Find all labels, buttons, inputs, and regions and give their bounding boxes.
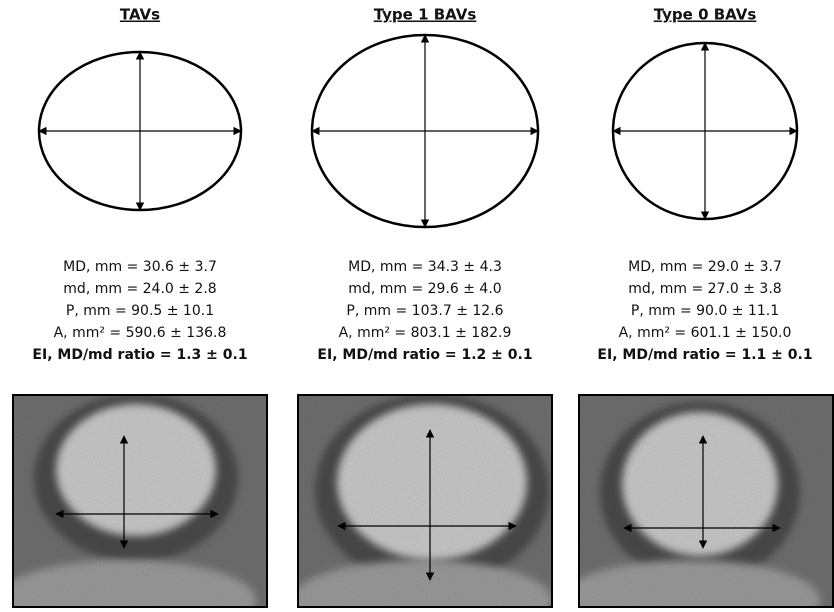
measurement: EI, MD/md ratio = 1.1 ± 0.1: [597, 347, 812, 363]
measurement: md, mm = 27.0 ± 3.8: [628, 281, 781, 297]
ct-content: [292, 394, 553, 608]
panel-title: Type 1 BAVs: [374, 6, 477, 24]
panel-title: Type 0 BAVs: [654, 6, 757, 24]
measurement: EI, MD/md ratio = 1.2 ± 0.1: [317, 347, 532, 363]
ct-image: [560, 394, 834, 608]
measurement: P, mm = 90.5 ± 10.1: [66, 303, 214, 319]
figure: TAVs MD, mm = 30.6 ± 3.7 md, mm = 24.0 ± 2…: [0, 0, 834, 608]
measurement: A, mm² = 803.1 ± 182.9: [339, 325, 512, 341]
measurement: MD, mm = 30.6 ± 3.7: [63, 259, 217, 275]
ct-root: [337, 404, 527, 560]
measurement: A, mm² = 601.1 ± 150.0: [619, 325, 792, 341]
measurement: P, mm = 90.0 ± 11.1: [631, 303, 779, 319]
ct-image: [292, 394, 553, 608]
measurement: MD, mm = 34.3 ± 4.3: [348, 259, 502, 275]
ct-content: [0, 394, 268, 608]
panels: TAVs MD, mm = 30.6 ± 3.7 md, mm = 24.0 ± 2…: [0, 6, 834, 609]
ct-content: [560, 394, 834, 608]
ct-image: [0, 394, 268, 608]
measurement: md, mm = 24.0 ± 2.8: [63, 281, 216, 297]
measurement: EI, MD/md ratio = 1.3 ± 0.1: [32, 347, 247, 363]
measurement: P, mm = 103.7 ± 12.6: [346, 303, 503, 319]
ct-root: [56, 404, 216, 536]
measurement: A, mm² = 590.6 ± 136.8: [54, 325, 227, 341]
measurement: md, mm = 29.6 ± 4.0: [348, 281, 501, 297]
panel-title: TAVs: [120, 6, 160, 24]
measurement: MD, mm = 29.0 ± 3.7: [628, 259, 782, 275]
ct-root: [622, 412, 778, 556]
